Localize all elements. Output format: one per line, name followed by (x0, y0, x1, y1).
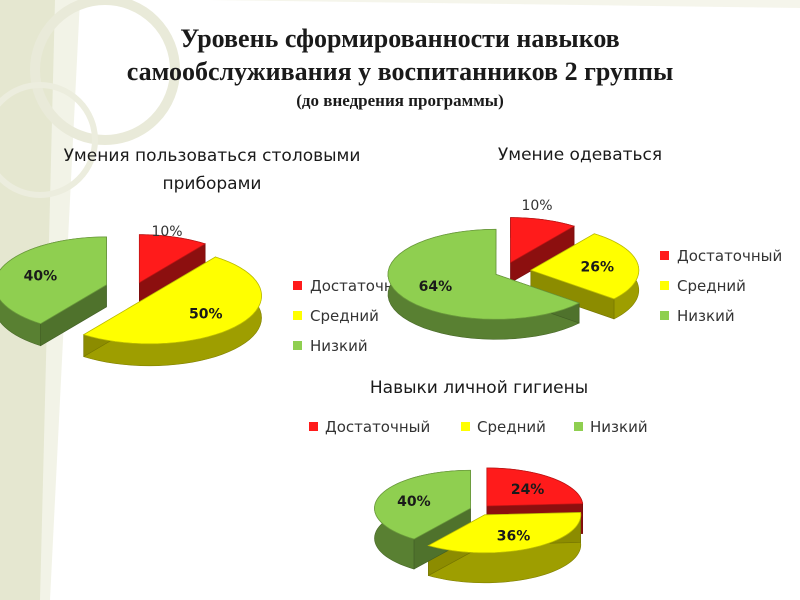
chart-1-data-label-2: 50% (189, 306, 223, 322)
chart-3-data-label-3: 40% (397, 494, 431, 510)
chart-2-data-label-3: 64% (419, 279, 453, 295)
chart-2-slice-3 (387, 228, 581, 320)
chart-3-pie: 24% 36% 40% (374, 467, 584, 584)
chart-3: Навыки личной гигиены Достаточный Средни… (309, 378, 648, 584)
chart-3-legend: Достаточный Средний Низкий (309, 418, 648, 436)
chart-3-slice-1 (486, 467, 584, 507)
chart-2-title: Умение одеваться (498, 145, 662, 165)
chart-3-legend-text-3: Низкий (590, 418, 648, 436)
chart-3-data-label-1: 24% (511, 482, 545, 498)
title-subtitle: (до внедрения программы) (296, 91, 504, 110)
chart-1-pie: 10% 50% 40% (0, 224, 262, 367)
chart-1-legend-text-3: Низкий (310, 337, 368, 355)
chart-1-data-label-3: 40% (24, 269, 58, 285)
chart-3-legend-swatch-3 (574, 422, 583, 431)
chart-1-title-line-2: приборами (163, 174, 262, 194)
chart-1-legend-swatch-2 (293, 311, 302, 320)
slide-title: Уровень сформированности навыков самообс… (60, 22, 740, 113)
chart-1-slice-1 (138, 234, 207, 284)
chart-3-data-label-2: 36% (497, 528, 531, 544)
chart-3-legend-swatch-2 (461, 422, 470, 431)
chart-2-legend-text-2: Средний (677, 277, 746, 295)
title-line-2: самообслуживания у воспитанников 2 групп… (126, 57, 674, 86)
chart-2-legend-swatch-3 (660, 311, 669, 320)
chart-3-legend-swatch-1 (309, 422, 318, 431)
chart-2-pie: 10% 26% 64% (387, 198, 640, 340)
chart-3-slice-3 (374, 469, 471, 540)
chart-1-legend-swatch-1 (293, 281, 302, 290)
chart-3-legend-text-2: Средний (477, 418, 546, 436)
chart-3-title: Навыки личной гигиены (370, 378, 588, 398)
chart-2-data-label-2: 26% (580, 260, 614, 276)
chart-3-legend-text-1: Достаточный (325, 418, 430, 436)
chart-2-data-label-1: 10% (521, 198, 552, 214)
chart-1-legend-swatch-3 (293, 341, 302, 350)
chart-1: Умения пользоваться столовыми приборами … (0, 146, 415, 367)
chart-2: Умение одеваться 10% 26% 64% Достаточный С… (387, 145, 782, 340)
chart-2-slice-2 (529, 233, 640, 300)
chart-3-slice-2 (427, 512, 582, 554)
chart-1-slice-2 (82, 256, 262, 345)
title-line-1: Уровень сформированности навыков (180, 24, 620, 53)
chart-2-legend-text-3: Низкий (677, 307, 735, 325)
chart-2-slice-1 (510, 217, 576, 264)
chart-2-legend-swatch-2 (660, 281, 669, 290)
chart-1-data-label-1: 10% (151, 224, 182, 240)
chart-2-legend: Достаточный Средний Низкий (660, 247, 782, 325)
chart-2-legend-text-1: Достаточный (677, 247, 782, 265)
chart-1-legend-text-2: Средний (310, 307, 379, 325)
chart-1-title-line-1: Умения пользоваться столовыми (64, 146, 361, 166)
chart-2-legend-swatch-1 (660, 251, 669, 260)
chart-1-slice-3 (0, 236, 107, 325)
